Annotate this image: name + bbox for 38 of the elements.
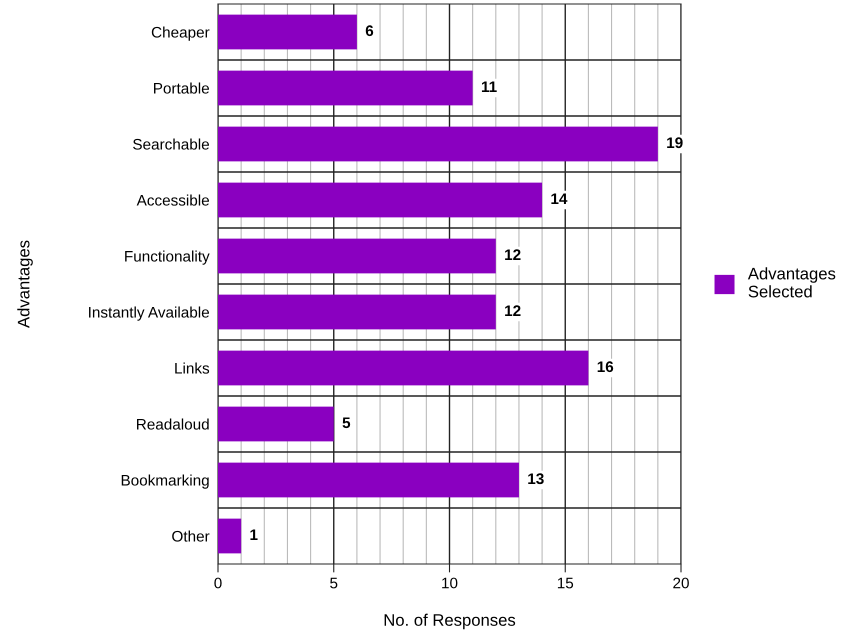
y-tick-label: Instantly Available [89, 306, 209, 321]
data-label: 16 [598, 361, 614, 372]
bar [218, 406, 334, 442]
bar [218, 238, 496, 274]
x-tick-label: 5 [330, 578, 338, 588]
x-tick-label: 10 [442, 578, 458, 588]
data-label: 6 [366, 25, 374, 36]
data-label: 11 [482, 81, 497, 92]
data-label: 1 [250, 529, 258, 540]
data-label: 14 [551, 193, 568, 204]
bar [218, 126, 658, 162]
y-tick-label: Bookmarking [122, 474, 209, 489]
y-tick-label: Accessible [136, 194, 209, 206]
bar [218, 518, 242, 554]
x-tick-label: 20 [673, 578, 689, 588]
x-tick-label: 0 [214, 578, 222, 588]
bar [218, 70, 473, 106]
bar [218, 14, 357, 50]
legend-label: Advantages Selected [748, 267, 836, 298]
y-tick-label: Other [172, 530, 210, 542]
y-tick-label: Functionality [125, 250, 210, 265]
y-tick-label: Cheaper [152, 26, 210, 41]
data-label: 13 [528, 473, 544, 484]
bar [218, 462, 519, 498]
y-tick-label: Readaloud [137, 418, 209, 430]
data-label: 5 [342, 417, 350, 428]
y-tick-label: Portable [154, 82, 209, 94]
bar [218, 350, 588, 386]
data-label: 12 [505, 305, 521, 316]
bar [218, 294, 496, 330]
bar [218, 182, 542, 218]
y-tick-label: Links [175, 362, 210, 374]
data-label: 19 [667, 137, 683, 148]
y-axis-title: Advantages [17, 240, 33, 328]
x-tick-label: 15 [558, 578, 574, 588]
x-axis-title: No. of Responses [384, 614, 516, 630]
y-tick-label: Searchable [133, 138, 209, 150]
data-label: 12 [505, 249, 521, 260]
